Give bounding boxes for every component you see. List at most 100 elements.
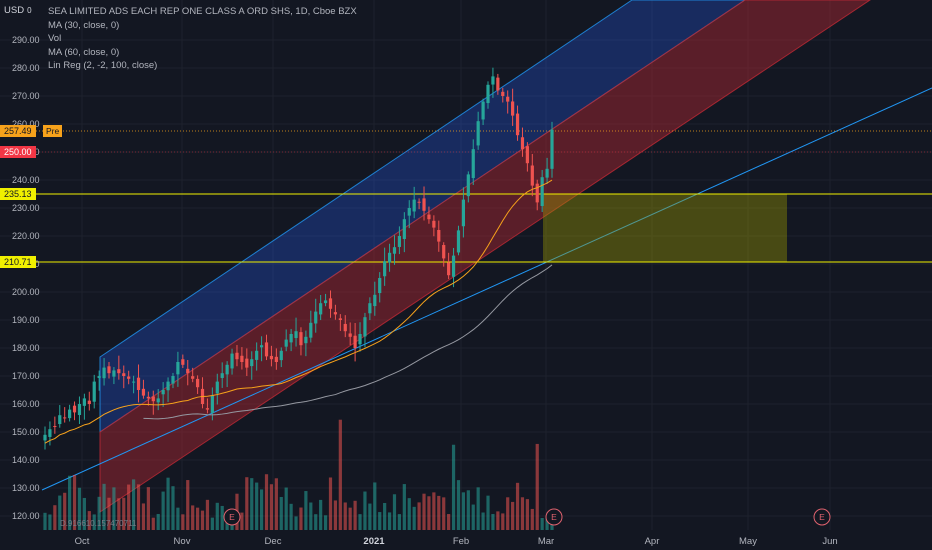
volume-bar bbox=[373, 482, 377, 530]
candle-body bbox=[447, 262, 451, 276]
candle-body bbox=[43, 434, 47, 441]
candle-body bbox=[545, 168, 549, 178]
candle-body bbox=[225, 364, 229, 375]
volume-bar bbox=[471, 504, 475, 530]
candle-body bbox=[176, 362, 180, 375]
y-tick-label: 180.00 bbox=[12, 343, 40, 353]
volume-bar bbox=[255, 482, 259, 530]
candle-body bbox=[92, 381, 96, 402]
volume-bar bbox=[87, 511, 91, 530]
volume-bar bbox=[353, 500, 357, 530]
candle-body bbox=[353, 335, 357, 348]
volume-bar bbox=[501, 513, 505, 530]
volume-bar bbox=[220, 505, 224, 530]
price-tag: 210.71 bbox=[0, 256, 36, 268]
volume-bar bbox=[264, 474, 269, 530]
volume-bar bbox=[456, 480, 461, 530]
volume-bar bbox=[122, 497, 126, 530]
volume-bar bbox=[176, 507, 180, 530]
candle-body bbox=[136, 377, 141, 390]
price-axis: 290.00280.00270.00260.00250.00240.00230.… bbox=[12, 35, 40, 521]
x-tick-label: Oct bbox=[75, 536, 90, 547]
candle-body bbox=[387, 252, 392, 263]
candle-body bbox=[363, 317, 367, 337]
volume-bar bbox=[127, 484, 131, 530]
volume-bar bbox=[392, 494, 397, 530]
candle-body bbox=[250, 359, 254, 367]
volume-bar bbox=[279, 496, 283, 530]
earnings-marker[interactable]: E bbox=[545, 508, 563, 526]
currency-selector[interactable]: USD 0 bbox=[4, 5, 32, 16]
volume-bar bbox=[397, 514, 402, 530]
candlesticks bbox=[43, 67, 554, 450]
candle-body bbox=[112, 370, 116, 377]
volume-bar bbox=[146, 487, 150, 530]
candle-body bbox=[230, 353, 234, 369]
earnings-marker[interactable]: E bbox=[223, 508, 241, 526]
volume-bar bbox=[245, 477, 249, 530]
x-tick-label: Feb bbox=[453, 536, 469, 547]
candle-body bbox=[368, 303, 372, 314]
candle-body bbox=[68, 409, 72, 419]
volume-bar bbox=[43, 512, 47, 530]
volume-bar bbox=[309, 502, 313, 530]
volume-bar bbox=[338, 419, 342, 530]
volume-bar bbox=[289, 503, 293, 530]
y-tick-label: 230.00 bbox=[12, 203, 40, 213]
candle-body bbox=[195, 378, 200, 388]
candle-body bbox=[333, 312, 338, 315]
legend-ma60[interactable]: MA (60, close, 0) bbox=[48, 46, 120, 58]
candle-body bbox=[235, 352, 239, 360]
volume-bar bbox=[156, 513, 160, 530]
volume-bar bbox=[314, 514, 318, 530]
legend-ma30[interactable]: MA (30, close, 0) bbox=[48, 19, 120, 31]
volume-bar bbox=[491, 513, 495, 530]
candle-body bbox=[146, 396, 150, 399]
candle-body bbox=[496, 77, 500, 91]
candle-body bbox=[156, 398, 160, 403]
y-tick-label: 220.00 bbox=[12, 231, 40, 241]
volume-bar bbox=[427, 496, 431, 530]
volume-bar bbox=[195, 507, 200, 530]
volume-bar bbox=[72, 474, 77, 530]
candle-body bbox=[255, 350, 259, 360]
candle-body bbox=[378, 278, 382, 294]
price-tag: 250.00 bbox=[0, 146, 36, 158]
volume-bar bbox=[432, 492, 436, 530]
candle-body bbox=[486, 84, 490, 104]
volume-bar bbox=[511, 501, 515, 530]
volume-bar bbox=[250, 478, 254, 530]
volume-bar bbox=[97, 496, 101, 530]
volume-bar bbox=[284, 487, 288, 530]
candle-body bbox=[397, 236, 402, 247]
volume-bar bbox=[77, 487, 82, 530]
x-tick-label: Apr bbox=[645, 536, 660, 547]
volume-bar bbox=[181, 514, 185, 530]
volume-bar bbox=[294, 516, 298, 530]
candle-body bbox=[323, 300, 328, 304]
candle-body bbox=[191, 376, 195, 379]
legend-linreg[interactable]: Lin Reg (2, -2, 100, close) bbox=[48, 60, 158, 72]
candle-body bbox=[151, 396, 155, 402]
earnings-marker[interactable]: E bbox=[813, 508, 831, 526]
candle-body bbox=[274, 356, 278, 362]
candle-body bbox=[240, 355, 244, 362]
candle-body bbox=[141, 388, 146, 396]
volume-bar bbox=[304, 491, 308, 530]
candle-body bbox=[117, 369, 121, 374]
volume-bar bbox=[515, 482, 520, 530]
volume-bar bbox=[161, 491, 165, 530]
volume-bar bbox=[63, 492, 67, 530]
volume-bar bbox=[166, 477, 170, 530]
volume-bar bbox=[210, 517, 214, 530]
legend-vol[interactable]: Vol bbox=[48, 33, 62, 45]
earnings-label: E bbox=[229, 512, 235, 522]
volume-bar bbox=[151, 517, 155, 530]
earnings-label: E bbox=[819, 512, 825, 522]
ma60-line bbox=[143, 264, 553, 420]
volume-bar bbox=[422, 493, 426, 530]
candle-body bbox=[319, 303, 323, 315]
y-tick-label: 120.00 bbox=[12, 511, 40, 521]
